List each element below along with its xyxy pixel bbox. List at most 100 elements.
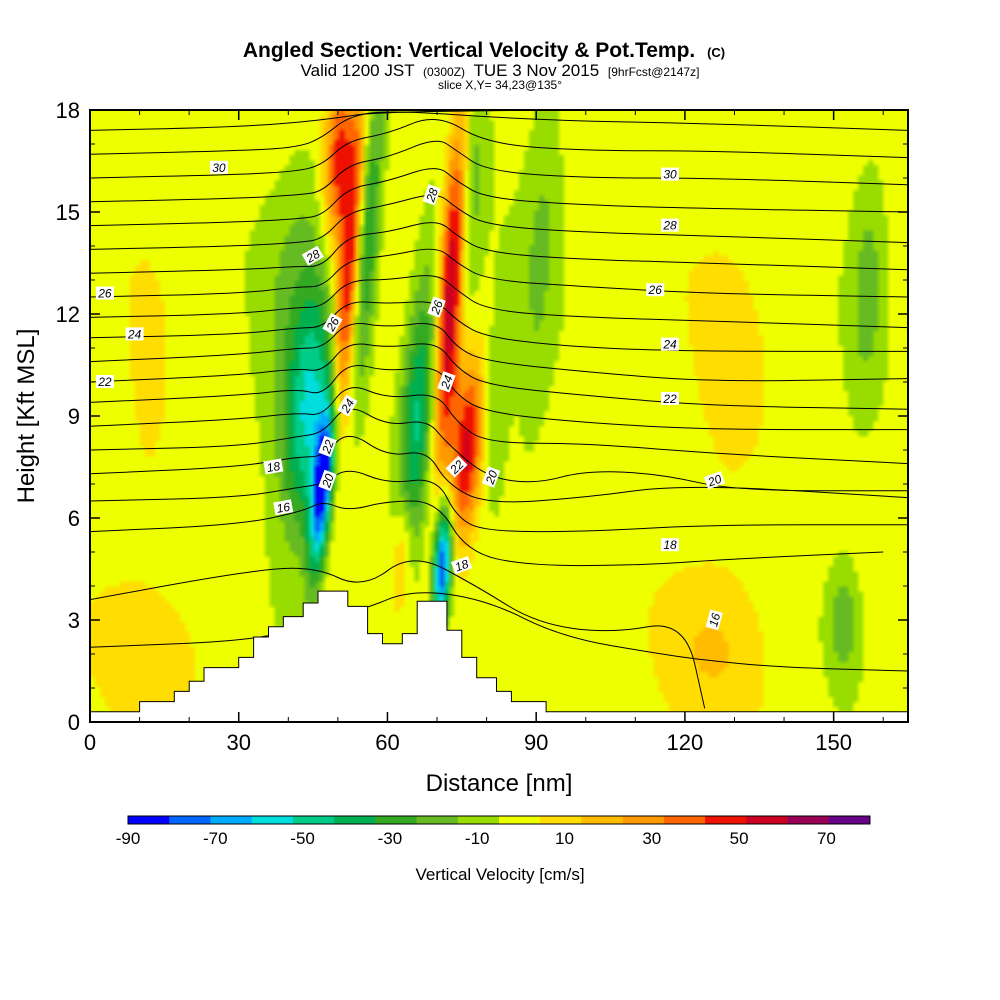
- x-tick-label: 90: [524, 730, 548, 755]
- contour-label-text: 28: [303, 247, 323, 266]
- x-tick-label: 30: [226, 730, 250, 755]
- contour-label-bg: [481, 466, 501, 488]
- contour-label-bg: [318, 435, 337, 458]
- isentrope-25: [90, 275, 908, 329]
- contour-label-bg: [427, 296, 446, 318]
- contour-label-text: 18: [663, 538, 677, 552]
- x-tick-label: 120: [667, 730, 704, 755]
- contour-label-bg: [209, 160, 228, 174]
- contour-label-bg: [661, 392, 679, 405]
- contour-label-text: 18: [453, 557, 471, 575]
- svg-text:Angled Section: Vertical Veloc: Angled Section: Vertical Velocity & Pot.…: [243, 39, 725, 62]
- colorbar-tick-label: 30: [642, 829, 661, 848]
- contour-label-text: 30: [212, 161, 226, 175]
- contour-label: 16: [705, 609, 723, 631]
- contour-label: 26: [95, 286, 114, 301]
- isentrope-21: [90, 365, 908, 431]
- colorbar-swatch: [663, 816, 706, 824]
- colorbar-label: Vertical Velocity [cm/s]: [415, 865, 584, 884]
- isentrope-32: [90, 111, 908, 155]
- contour-label: 24: [661, 337, 679, 352]
- subtitle-utc: (0300Z): [423, 65, 465, 79]
- contour-label-text: 24: [662, 338, 677, 352]
- contour-label: 20: [318, 469, 337, 492]
- colorbar-swatch: [540, 816, 582, 824]
- contour-label-text: 28: [662, 219, 677, 233]
- contour-label-text: 22: [97, 375, 112, 389]
- contour-label-bg: [337, 394, 358, 417]
- colorbar-tick-label: 10: [555, 829, 574, 848]
- contour-label: 28: [661, 218, 679, 233]
- isentrope-19: [90, 408, 908, 492]
- vertical-velocity-field: [90, 110, 908, 722]
- colorbar-tick-label: -10: [465, 829, 490, 848]
- contour-label-bg: [95, 375, 114, 388]
- contour-label-bg: [661, 337, 679, 351]
- colorbar-swatch: [622, 816, 665, 824]
- contour-label: 28: [422, 184, 441, 206]
- contour-label-bg: [661, 167, 679, 181]
- isentrope-16: [90, 560, 706, 709]
- isentrope-20: [90, 387, 908, 465]
- contour-label-bg: [125, 327, 144, 341]
- colorbar-swatch: [251, 816, 294, 824]
- contour-label: 18: [661, 538, 679, 552]
- y-tick-label: 15: [56, 200, 80, 225]
- colorbar-tick-label: 70: [817, 829, 836, 848]
- contour-label-text: 22: [319, 438, 337, 457]
- plot-area: 30 28 26 24 26 22 24 22 20 18 16 28 26 24 22 20 18 30 28 26…: [90, 110, 908, 722]
- slice-label: slice X,Y= 34,23@135°: [438, 78, 562, 92]
- isentrope-26: [90, 248, 908, 298]
- contour-label-text: 20: [705, 472, 724, 490]
- colorbar-tick-label: -50: [290, 829, 315, 848]
- contour-label-bg: [318, 469, 337, 492]
- colorbar-frame: [127, 815, 871, 825]
- x-axis-label: Distance [nm]: [426, 770, 573, 797]
- colorbar-swatch: [787, 816, 830, 824]
- colorbar-swatch: [581, 816, 624, 824]
- colorbar-swatch: [828, 816, 871, 824]
- contour-label-bg: [437, 371, 456, 393]
- x-tick-label: 60: [375, 730, 399, 755]
- isentrope-23: [90, 323, 908, 382]
- isentrope-30: [90, 140, 908, 203]
- contour-label: 24: [437, 371, 456, 393]
- y-tick-label: 0: [68, 710, 80, 735]
- y-tick-label: 12: [56, 302, 80, 327]
- colorbar-swatch: [334, 816, 376, 824]
- contour-label-text: 30: [663, 168, 677, 182]
- x-tick-label: 0: [84, 730, 96, 755]
- contour-label-text: 16: [706, 611, 723, 628]
- contour-label-bg: [301, 245, 324, 266]
- contour-label: 22: [661, 392, 679, 406]
- colorbar-swatch: [169, 816, 211, 824]
- contour-label-text: 24: [127, 327, 142, 341]
- contour-label-text: 26: [323, 315, 342, 335]
- contour-label: 26: [427, 296, 446, 318]
- y-tick-label: 6: [68, 506, 80, 531]
- contour-label: 20: [703, 470, 726, 490]
- colorbar-swatch: [292, 816, 335, 824]
- y-axis-ticks: 0 3 6 9 12 15 18: [56, 98, 908, 735]
- contour-label-bg: [661, 538, 679, 552]
- contour-label-bg: [445, 455, 468, 478]
- isentrope-17: [90, 470, 908, 533]
- colorbar-swatch: [705, 816, 747, 824]
- subtitle-forecast: [9hrFcst@2147z]: [608, 65, 700, 79]
- contour-label-bg: [322, 312, 343, 335]
- contour-label-bg: [705, 609, 723, 631]
- contour-label: 18: [263, 458, 284, 475]
- isentrope-lines: [90, 110, 908, 709]
- colorbar-tick-label: -30: [378, 829, 403, 848]
- contour-labels: 30 28 26 24 26 22 24 22 20 18 16 28 26 24 22 20 18 30 28 26…: [95, 160, 726, 631]
- contour-label-text: 26: [428, 298, 446, 317]
- colorbar: [127, 815, 871, 825]
- isentrope-31: [90, 119, 908, 179]
- contour-label-bg: [422, 184, 441, 206]
- contour-label-text: 26: [648, 283, 663, 297]
- contour-label-text: 26: [97, 287, 112, 301]
- colorbar-ticks: -90 -70 -50 -30 -10 10 30 50 70: [116, 829, 836, 848]
- isentrope-15: [90, 592, 908, 672]
- contour-label: 26: [646, 283, 665, 297]
